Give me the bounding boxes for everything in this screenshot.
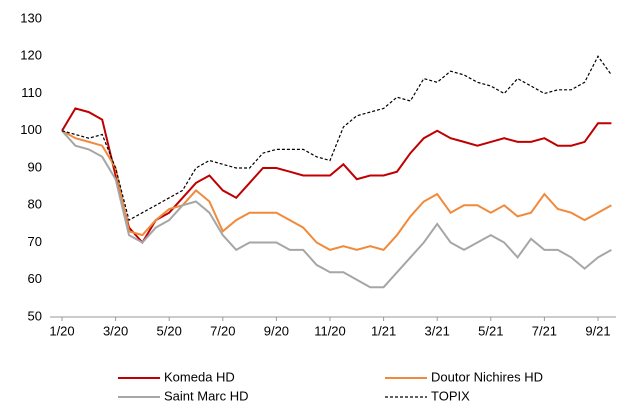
y-tick-label: 100 <box>20 122 42 137</box>
x-tick-label: 9/21 <box>585 323 610 338</box>
x-tick-label: 5/21 <box>478 323 503 338</box>
series-line <box>61 130 612 289</box>
y-tick-label: 70 <box>28 234 42 249</box>
legend-label: Komeda HD <box>164 369 235 384</box>
series-line <box>61 107 612 245</box>
x-tick-label: 3/20 <box>103 323 128 338</box>
y-tick-label: 120 <box>20 48 42 63</box>
x-tick-label: 1/21 <box>371 323 396 338</box>
y-tick-label: 110 <box>21 85 42 100</box>
y-tick-label: 90 <box>28 159 42 174</box>
y-tick-label: 60 <box>28 271 42 286</box>
x-tick-label: 11/20 <box>314 323 346 338</box>
legend-label: Doutor Nichires HD <box>431 369 543 384</box>
y-tick-label: 50 <box>28 308 42 323</box>
x-tick-label: 7/21 <box>532 323 557 338</box>
x-tick-label: 5/20 <box>157 323 182 338</box>
x-tick-label: 9/20 <box>264 323 289 338</box>
legend-label: Saint Marc HD <box>164 388 249 403</box>
legend-label: TOPIX <box>431 388 470 403</box>
x-tick-label: 1/20 <box>49 323 74 338</box>
y-tick-label: 130 <box>20 10 42 25</box>
y-tick-label: 80 <box>28 197 42 212</box>
x-tick-label: 3/21 <box>425 323 450 338</box>
series-line <box>61 55 612 221</box>
series-line <box>61 129 612 252</box>
x-tick-label: 7/20 <box>210 323 235 338</box>
